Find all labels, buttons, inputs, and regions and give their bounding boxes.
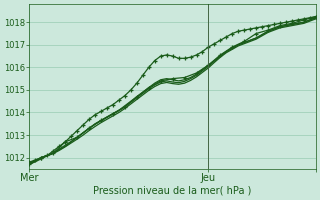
X-axis label: Pression niveau de la mer( hPa ): Pression niveau de la mer( hPa ): [93, 186, 252, 196]
